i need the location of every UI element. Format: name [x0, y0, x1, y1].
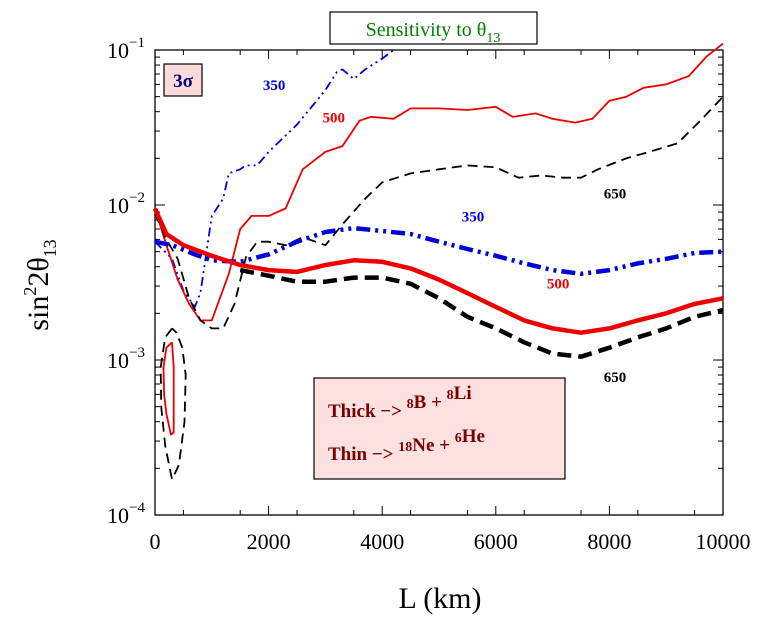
series-label-500-thick: 500 [547, 276, 570, 292]
legend-thin: Thin −> 18Ne + 6He [328, 426, 485, 465]
series-650-thick [239, 267, 724, 359]
series-650-island [159, 327, 187, 481]
series-label-650-thin: 650 [604, 187, 627, 203]
x-tick-label: 0 [150, 529, 161, 554]
y-axis-title: sin22θ13 [20, 239, 60, 330]
series-500-thick [152, 207, 724, 335]
series-lines [152, 42, 724, 481]
legend-thick: Thick −> 8B + 8Li [328, 383, 472, 422]
x-tick-label: 4000 [360, 529, 404, 554]
y-tick-labels: 10−1 10−2 10−3 10−4 [107, 35, 145, 528]
series-350-thin [154, 49, 395, 308]
series-650-thin [154, 96, 724, 330]
series-500-island [162, 341, 175, 436]
y-tick-label: 10−4 [107, 500, 145, 528]
confidence-badge: 3σ [163, 63, 203, 97]
x-tick-labels: 0 2000 4000 6000 8000 10000 [150, 529, 751, 554]
series-label-350-thick: 350 [462, 210, 485, 226]
y-tick-label: 10−3 [107, 345, 145, 373]
x-tick-label: 2000 [247, 529, 291, 554]
x-tick-label: 8000 [587, 529, 631, 554]
plot-frame [154, 49, 724, 516]
chart-title: Sensitivity to θ13 [366, 19, 501, 46]
series-labels: 350 500 650 350 500 650 [263, 78, 626, 386]
x-axis-title: L (km) [398, 582, 481, 615]
series-label-650-thick: 650 [604, 370, 627, 386]
series-label-350-thin: 350 [263, 78, 286, 94]
series-label-500-thin: 500 [323, 111, 346, 127]
x-tick-label: 10000 [696, 529, 751, 554]
legend-box: Thick −> 8B + 8Li Thin −> 18Ne + 6He [313, 377, 566, 480]
series-500-thin [154, 42, 724, 322]
y-tick-label: 10−1 [107, 35, 145, 63]
axis-ticks [154, 50, 724, 516]
x-tick-label: 6000 [474, 529, 518, 554]
chart-title-box: Sensitivity to θ13 [329, 11, 538, 46]
confidence-badge-label: 3σ [173, 71, 194, 92]
y-tick-label: 10−2 [107, 190, 145, 218]
